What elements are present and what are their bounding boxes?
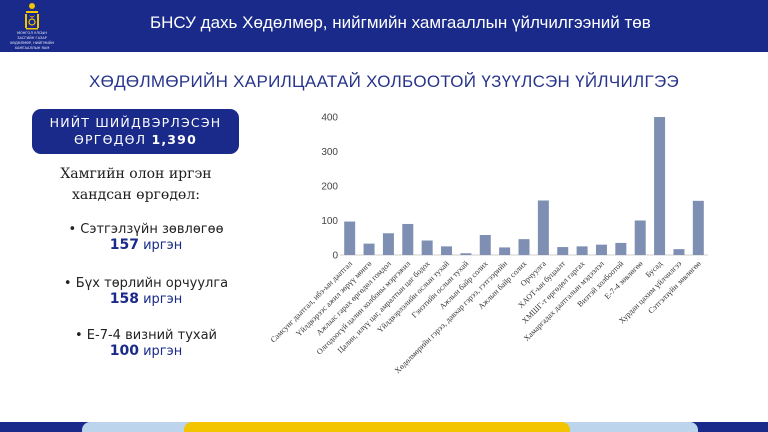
header-title: БНСУ дахь Хөдөлмөр, нийгмийн хамгааллын …: [150, 13, 651, 32]
total-applications-box: НИЙТ ШИЙДВЭРЛЭСЭН ӨРГӨДӨЛ 1,390: [32, 109, 239, 154]
ministry-logo: МОНГОЛ УЛСЫН ЗАСГИЙН ГАЗАР ХӨДӨЛМӨР, НИЙ…: [4, 2, 60, 50]
bar: [537, 200, 549, 255]
bar: [344, 221, 356, 255]
stat-unit: иргэн: [143, 238, 183, 253]
most-requested-label: Хамгийн олон иргэн хандсан өргөдөл:: [60, 166, 212, 203]
bar: [654, 117, 666, 255]
logo-text-3: ХӨДӨЛМӨР, НИЙГМИЙН: [9, 41, 55, 45]
bar: [460, 253, 472, 255]
bar: [518, 239, 530, 255]
bar: [421, 240, 433, 255]
total-value-line: ӨРГӨДӨЛ 1,390: [32, 132, 239, 147]
stat-name: Сэтгэлзүйн зөвлөгөө: [36, 222, 256, 237]
bar: [595, 244, 607, 255]
bar: [634, 220, 646, 255]
stat-item: Бүх төрлийн орчуулга 158 иргэн: [36, 276, 256, 307]
stat-item: Е-7-4 визний тухай 100 иргэн: [36, 328, 256, 359]
header-bar: МОНГОЛ УЛСЫН ЗАСГИЙН ГАЗАР ХӨДӨЛМӨР, НИЙ…: [0, 0, 768, 52]
stat-value: 157: [109, 237, 139, 253]
bar: [402, 223, 414, 255]
stat-value-line: 100 иргэн: [36, 343, 256, 359]
bar: [441, 246, 453, 255]
bar: [363, 243, 375, 255]
bar: [692, 200, 704, 255]
logo-text-1: МОНГОЛ УЛСЫН: [17, 31, 47, 35]
footer-gold-band: [184, 422, 570, 432]
stat-item: Сэтгэлзүйн зөвлөгөө 157 иргэн: [36, 222, 256, 253]
stat-value-line: 157 иргэн: [36, 237, 256, 253]
bar: [382, 233, 394, 255]
bar: [576, 246, 588, 255]
stat-value-line: 158 иргэн: [36, 291, 256, 307]
logo-text-2: ЗАСГИЙН ГАЗАР: [17, 36, 47, 40]
total-label: НИЙТ ШИЙДВЭРЛЭСЭН: [49, 115, 222, 130]
y-tick-label: 100: [321, 216, 338, 227]
bar: [479, 234, 491, 255]
slide-title: ХӨДӨЛМӨРИЙН ХАРИЛЦААТАЙ ХОЛБООТОЙ ҮЗҮҮЛС…: [88, 72, 680, 91]
y-tick-label: 200: [321, 182, 338, 193]
bar: [615, 242, 627, 255]
stat-value: 158: [109, 291, 139, 307]
total-value: 1,390: [151, 132, 197, 147]
y-tick-label: 400: [321, 113, 338, 124]
stat-name: Е-7-4 визний тухай: [36, 328, 256, 343]
bar: [557, 247, 569, 255]
stat-unit: иргэн: [143, 292, 183, 307]
bar: [499, 247, 511, 255]
stat-unit: иргэн: [143, 344, 183, 359]
total-label-2: ӨРГӨДӨЛ: [74, 132, 147, 147]
logo-text-4: ХАМГААЛЛЫН ЯАМ: [14, 46, 50, 50]
soyombo-emblem-icon: [25, 3, 39, 30]
stat-name: Бүх төрлийн орчуулга: [36, 276, 256, 291]
y-tick-label: 0: [332, 251, 338, 262]
bar: [673, 249, 685, 255]
stat-value: 100: [109, 343, 139, 359]
y-tick-label: 300: [321, 147, 338, 158]
